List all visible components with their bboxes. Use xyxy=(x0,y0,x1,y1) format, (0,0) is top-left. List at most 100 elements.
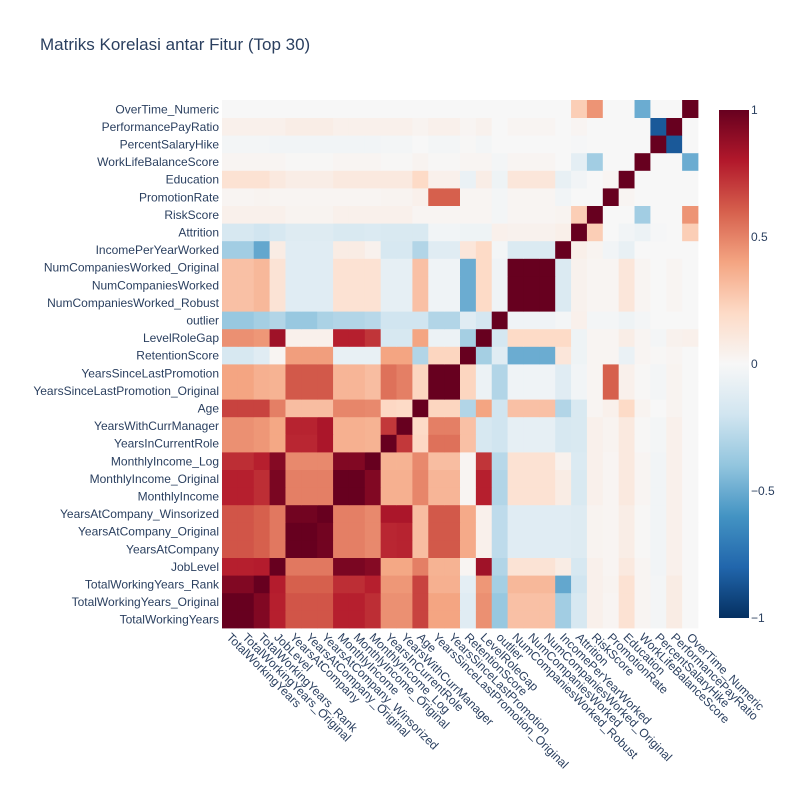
heatmap-cell xyxy=(412,223,429,242)
heatmap-cell xyxy=(475,346,493,365)
heatmap-cell xyxy=(428,522,445,541)
heatmap-cell xyxy=(682,504,699,523)
y-tick-label: PromotionRate xyxy=(139,190,219,204)
heatmap-cell xyxy=(412,487,429,506)
heatmap-cell xyxy=(444,170,461,189)
y-tick-label: YearsAtCompany xyxy=(126,542,219,556)
heatmap-cell xyxy=(666,311,683,330)
heatmap-cell xyxy=(222,240,239,259)
heatmap-cell xyxy=(285,100,302,118)
heatmap-cell xyxy=(317,364,334,382)
heatmap-cell xyxy=(491,364,508,382)
heatmap-cell xyxy=(333,293,350,312)
heatmap-cell xyxy=(460,364,477,382)
heatmap-cell xyxy=(475,452,493,470)
heatmap-cell xyxy=(634,311,651,330)
heatmap-cell xyxy=(269,135,286,154)
heatmap-cell xyxy=(539,258,556,277)
heatmap-cell xyxy=(618,346,635,365)
heatmap-cell xyxy=(396,452,413,470)
heatmap-cell xyxy=(475,223,493,242)
heatmap-cell xyxy=(586,100,604,118)
heatmap-cell xyxy=(380,293,397,312)
heatmap-cell xyxy=(682,364,699,382)
heatmap-cell xyxy=(507,135,524,154)
heatmap-cell xyxy=(586,311,604,330)
heatmap-cell xyxy=(380,399,397,418)
heatmap-cell xyxy=(253,240,270,259)
heatmap-cell xyxy=(412,293,429,312)
heatmap-cell xyxy=(380,487,397,506)
heatmap-cell xyxy=(364,293,382,312)
heatmap-cell xyxy=(682,170,699,189)
heatmap-cell xyxy=(491,487,508,506)
heatmap-cell xyxy=(396,381,413,400)
heatmap-cell xyxy=(412,205,429,224)
heatmap-cell xyxy=(269,592,286,611)
heatmap-cell xyxy=(602,557,620,576)
heatmap-cell xyxy=(333,575,350,594)
heatmap-cell xyxy=(348,399,366,418)
heatmap-cell xyxy=(396,540,413,558)
heatmap-cell xyxy=(618,135,635,154)
heatmap-cell xyxy=(285,346,302,365)
heatmap-cell xyxy=(301,416,318,435)
heatmap-cell xyxy=(618,469,635,488)
heatmap-cell xyxy=(618,223,635,242)
heatmap-cell xyxy=(333,522,350,541)
heatmap-cell xyxy=(285,504,302,523)
heatmap-cell xyxy=(444,416,461,435)
heatmap-cell xyxy=(507,469,524,488)
heatmap-cell xyxy=(364,240,382,259)
heatmap-cell xyxy=(475,188,493,206)
heatmap-cell xyxy=(253,487,270,506)
colorbar-tick-label: 1 xyxy=(751,103,758,117)
heatmap-cell xyxy=(523,399,540,418)
heatmap-cell xyxy=(682,610,699,629)
heatmap-cell xyxy=(682,487,699,506)
heatmap-cell xyxy=(666,469,683,488)
heatmap-cell xyxy=(333,381,350,400)
heatmap-cell xyxy=(523,117,540,136)
heatmap-cell xyxy=(507,188,524,206)
heatmap-cell xyxy=(634,346,651,365)
heatmap-cell xyxy=(348,364,366,382)
heatmap-cell xyxy=(555,557,572,576)
heatmap-cell xyxy=(364,117,382,136)
heatmap-cell xyxy=(491,293,508,312)
heatmap-cell xyxy=(317,416,334,435)
heatmap-cell xyxy=(523,540,540,558)
heatmap-cell xyxy=(444,364,461,382)
heatmap-cell xyxy=(507,504,524,523)
heatmap-cell xyxy=(666,170,683,189)
heatmap-cell xyxy=(460,276,477,294)
heatmap-cell xyxy=(650,610,667,629)
y-tick-label: YearsInCurrentRole xyxy=(114,437,219,451)
heatmap-cell xyxy=(301,188,318,206)
heatmap-cell xyxy=(539,188,556,206)
heatmap-cell xyxy=(460,540,477,558)
heatmap-cell xyxy=(317,540,334,558)
heatmap-cell xyxy=(460,399,477,418)
heatmap-cell xyxy=(523,100,540,118)
heatmap-cell xyxy=(364,346,382,365)
heatmap-cell xyxy=(428,311,445,330)
heatmap-cell xyxy=(682,100,699,118)
heatmap-cell xyxy=(237,452,255,470)
heatmap-cell xyxy=(364,364,382,382)
heatmap-cell xyxy=(634,170,651,189)
heatmap-cell xyxy=(586,135,604,154)
heatmap-cell xyxy=(348,487,366,506)
heatmap-cell xyxy=(222,205,239,224)
heatmap-cell xyxy=(380,557,397,576)
colorbar-gradient xyxy=(719,110,749,618)
heatmap-cell xyxy=(428,223,445,242)
heatmap-cell xyxy=(586,276,604,294)
heatmap-cell xyxy=(460,258,477,277)
heatmap-cell xyxy=(253,170,270,189)
heatmap-cell xyxy=(555,522,572,541)
heatmap-cell xyxy=(348,575,366,594)
heatmap-cell xyxy=(412,557,429,576)
heatmap-cell xyxy=(317,135,334,154)
heatmap-cell xyxy=(317,328,334,347)
